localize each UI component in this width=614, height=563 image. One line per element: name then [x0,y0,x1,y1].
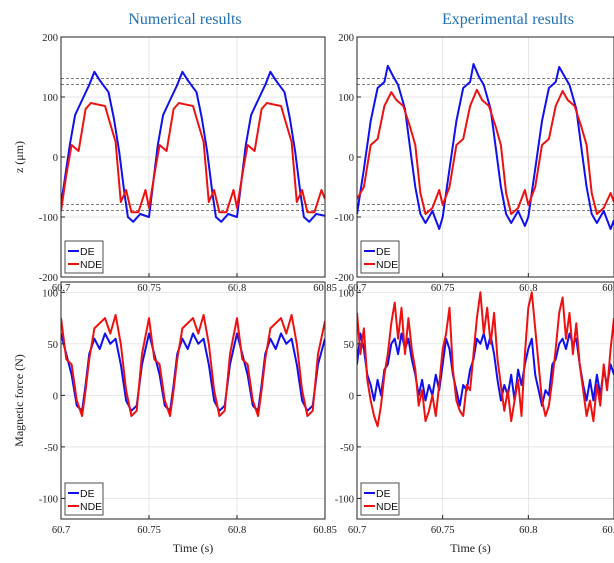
series-line-de [357,332,614,407]
chart-force-exp: -100 -50 0 50 100 60.7 60.75 60.8 60.85 Time (s) D… [335,281,614,555]
series-line-nde [357,291,614,428]
x-tick-label: 60.85 [313,525,337,536]
y-axis-label: z (μm) [12,141,26,173]
title-experimental: Experimental results [442,11,574,28]
series-line-nde [61,314,325,417]
x-tick-label: 60.75 [137,525,161,536]
axes-frame [356,281,614,520]
legend-box [64,240,104,274]
legend-box [360,240,400,274]
y-tick-label: 200 [338,33,354,44]
series-line-nde [61,102,325,214]
title-numerical: Numerical results [128,11,241,28]
legend-label-nde: NDE [80,501,102,513]
series-line-de [357,63,614,230]
legend-box [360,482,400,516]
series-line-de [61,70,325,223]
legend-label-de: DE [80,488,95,500]
legend-label-nde: NDE [80,259,102,271]
y-tick-label: 100 [42,93,58,104]
y-axis-label: Magnetic force (N) [12,354,26,447]
y-tick-label: 0 [53,391,58,402]
series-line-de [61,332,325,412]
y-tick-label: 200 [42,33,58,44]
y-tick-label: -100 [39,213,58,224]
y-tick-label: -100 [335,494,354,505]
legend-label-de: DE [80,246,95,258]
axes-frame [60,281,326,520]
y-tick-label: 0 [53,153,58,164]
x-tick-label: 60.8 [228,525,246,536]
y-tick-label: 50 [48,340,59,351]
chart-force-num: -100 -50 0 50 100 60.7 60.75 60.8 60.85 Magnetic … [12,281,337,555]
y-tick-label: 0 [349,153,354,164]
y-tick-label: 50 [344,340,355,351]
y-tick-label: -50 [44,443,58,454]
legend-label-de: DE [376,246,391,258]
y-tick-label: 0 [349,391,354,402]
legend-box [64,482,104,516]
x-tick-label: 60.85 [602,283,614,294]
y-tick-label: -200 [39,273,58,284]
y-tick-label: -50 [340,443,354,454]
y-tick-label: -100 [335,213,354,224]
legend-label-nde: NDE [376,501,398,513]
y-tick-label: 100 [42,288,58,299]
x-axis-label: Time (s) [173,541,214,555]
y-tick-label: 100 [338,288,354,299]
y-tick-label: -200 [335,273,354,284]
x-tick-label: 60.75 [431,525,455,536]
x-tick-label: 60.7 [52,525,70,536]
y-tick-label: 100 [338,93,354,104]
x-tick-label: 60.85 [602,525,614,536]
y-tick-label: -100 [39,494,58,505]
x-axis-label: Time (s) [450,541,491,555]
series-line-nde [357,88,614,215]
x-tick-label: 60.8 [519,525,537,536]
x-tick-label: 60.7 [348,525,366,536]
legend-label-de: DE [376,488,391,500]
legend-label-nde: NDE [376,259,398,271]
